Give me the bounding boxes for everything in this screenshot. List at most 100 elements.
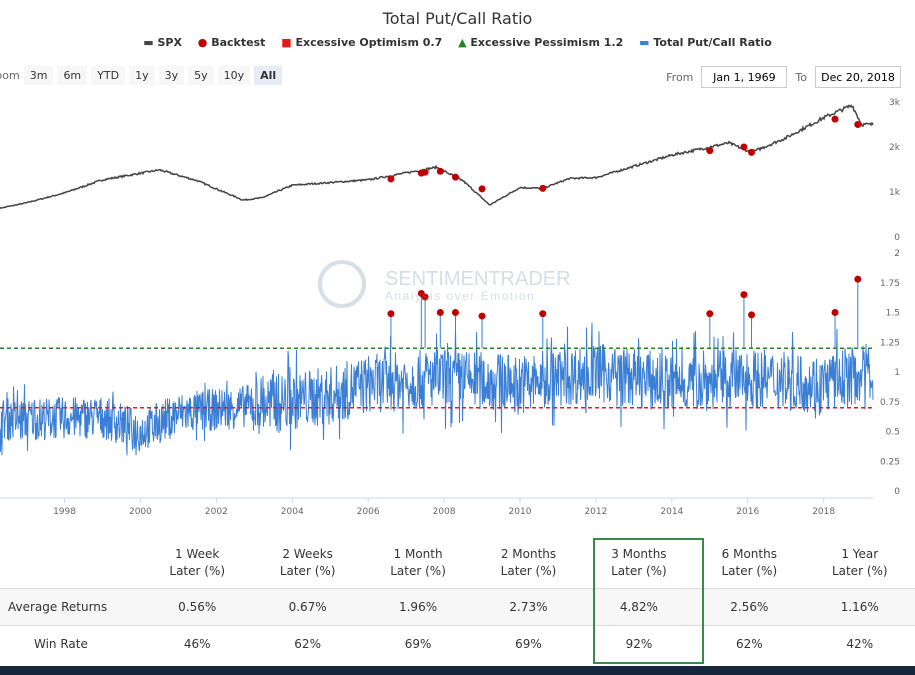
legend-pessimism[interactable]: ▲ Excessive Pessimism 1.2: [458, 36, 624, 49]
backtest-point-spx: [740, 143, 748, 151]
range-3y[interactable]: 3y: [158, 66, 185, 85]
footer-bar: [0, 666, 915, 675]
column-header: 1 Week Later (%): [169, 547, 226, 578]
backtest-point-spx: [436, 167, 444, 175]
column-header: 2 Weeks Later (%): [279, 547, 336, 578]
backtest-point-pc: [478, 312, 486, 320]
backtest-point-spx: [748, 148, 756, 156]
table-cell: 69%: [362, 625, 474, 662]
x-tick-label: 2006: [357, 507, 380, 517]
pc-y-tick-label: 1.5: [886, 309, 900, 319]
backtest-point-pc: [436, 309, 444, 316]
x-tick-label: 2004: [281, 507, 304, 517]
x-tick-label: 1998: [53, 507, 76, 517]
chart-area: 1998 2000 2002 2004 2006 2008 2010 2012 2014 2016…: [0, 98, 901, 517]
table-cell: 69%: [473, 625, 584, 662]
x-tick-label: 2012: [584, 507, 607, 517]
range-all[interactable]: All: [254, 66, 283, 85]
watermark-logo-icon: [318, 260, 366, 308]
range-1y[interactable]: 1y: [129, 66, 155, 85]
backtest-point-pc: [740, 291, 748, 299]
pc-y-tick-label: 0.25: [880, 457, 900, 467]
spx-y-tick-label: 0: [894, 233, 900, 243]
range-6m[interactable]: 6m: [57, 66, 88, 85]
backtest-point-pc: [387, 310, 395, 318]
table-cell: 0.67%: [252, 588, 363, 626]
table-row: Win Rate 46% 62% 69% 69% 92% 62% 42%: [0, 625, 915, 662]
spx-y-tick-label: 1k: [889, 188, 901, 198]
range-3m[interactable]: 3m: [23, 66, 54, 85]
zoom-label: Zoom: [0, 69, 20, 82]
date-range: From To: [666, 66, 901, 88]
range-ytd[interactable]: YTD: [91, 66, 126, 85]
x-tick-label: 2016: [736, 507, 759, 517]
legend-optimism[interactable]: ■ Excessive Optimism 0.7: [281, 36, 443, 49]
range-5y[interactable]: 5y: [188, 66, 214, 85]
pc-y-tick-label: 1.75: [880, 279, 900, 289]
table-cell: 92%: [583, 625, 695, 662]
table-cell: 2.73%: [473, 588, 584, 626]
backtest-point-pc: [539, 310, 547, 318]
chart-title: Total Put/Call Ratio: [382, 9, 533, 28]
x-tick-label: 2000: [129, 507, 152, 517]
pc-y-tick-label: 0.75: [880, 398, 900, 408]
to-date-input[interactable]: [815, 66, 901, 88]
from-label: From: [666, 70, 694, 84]
table-cell: 4.82%: [583, 588, 695, 626]
backtest-point-spx: [854, 121, 862, 128]
from-date-input[interactable]: [701, 66, 788, 88]
backtest-point-spx: [706, 147, 714, 155]
legend-backtest[interactable]: ● Backtest: [197, 36, 266, 49]
x-tick-label: 2018: [812, 507, 835, 517]
x-tick-label: 2010: [509, 507, 532, 517]
pc-y-tick-label: 1.25: [880, 338, 900, 348]
range-selector: Zoom 3m 6m YTD 1y 3y 5y 10y All: [0, 66, 283, 85]
table-cell: 1.16%: [804, 588, 915, 626]
table-cell: 62%: [252, 625, 363, 662]
legend-putcall[interactable]: ▬ Total Put/Call Ratio: [639, 36, 772, 49]
column-header: 1 Year Later (%): [831, 547, 888, 578]
backtest-point-spx: [831, 115, 839, 123]
table-row: Average Returns 0.56% 0.67% 1.96% 2.73% 4.82%…: [0, 588, 915, 626]
range-10y[interactable]: 10y: [217, 66, 251, 85]
table-cell: 46%: [142, 625, 253, 662]
backtest-point-spx: [421, 168, 429, 176]
spx-y-tick-label: 2k: [889, 143, 901, 153]
backtest-point-pc: [831, 309, 839, 316]
legend-spx[interactable]: ▬ SPX: [143, 36, 182, 49]
table-cell: 2.56%: [694, 588, 805, 626]
put-call-line: [0, 322, 874, 456]
row-label: Average Returns: [0, 588, 142, 626]
spx-line: [0, 104, 874, 210]
returns-table: 1 Week Later (%) 2 Weeks Later (%) 1 Month La…: [0, 538, 915, 662]
table-cell: 42%: [804, 625, 915, 662]
highlight-3-months: [593, 538, 704, 664]
x-tick-label: 2002: [205, 507, 228, 517]
x-tick-label: 2014: [660, 507, 683, 517]
backtest-point-pc: [421, 293, 429, 301]
backtest-point-pc: [451, 309, 459, 316]
legend: ▬ SPX ● Backtest ■ Excessive Optimism 0.…: [0, 36, 915, 49]
table-cell: 1.96%: [362, 588, 474, 626]
backtest-point-pc: [748, 311, 756, 319]
table-cell: 0.56%: [142, 588, 253, 626]
spx-y-tick-label: 3k: [889, 98, 901, 108]
pc-y-tick-label: 1: [894, 368, 900, 378]
to-label: To: [795, 70, 807, 84]
pc-y-tick-label: 0.5: [886, 428, 900, 438]
backtest-point-spx: [478, 185, 486, 193]
column-header: 6 Months Later (%): [721, 547, 778, 578]
table-cell: 62%: [694, 625, 805, 662]
backtest-point-pc: [854, 275, 862, 283]
watermark: SENTIMENTRADER Analysis over Emotion: [318, 260, 571, 308]
pc-y-tick-label: 2: [894, 249, 900, 259]
corner-header: [0, 538, 142, 589]
backtest-point-spx: [451, 173, 459, 181]
pc-y-tick-label: 0: [894, 487, 900, 497]
backtest-point-spx: [387, 175, 395, 183]
watermark-name: SENTIMENTRADER: [385, 268, 571, 290]
x-tick-label: 2008: [433, 507, 456, 517]
backtest-point-pc: [706, 310, 714, 318]
column-header: 1 Month Later (%): [390, 547, 446, 578]
column-header: 3 Months Later (%): [611, 547, 667, 578]
